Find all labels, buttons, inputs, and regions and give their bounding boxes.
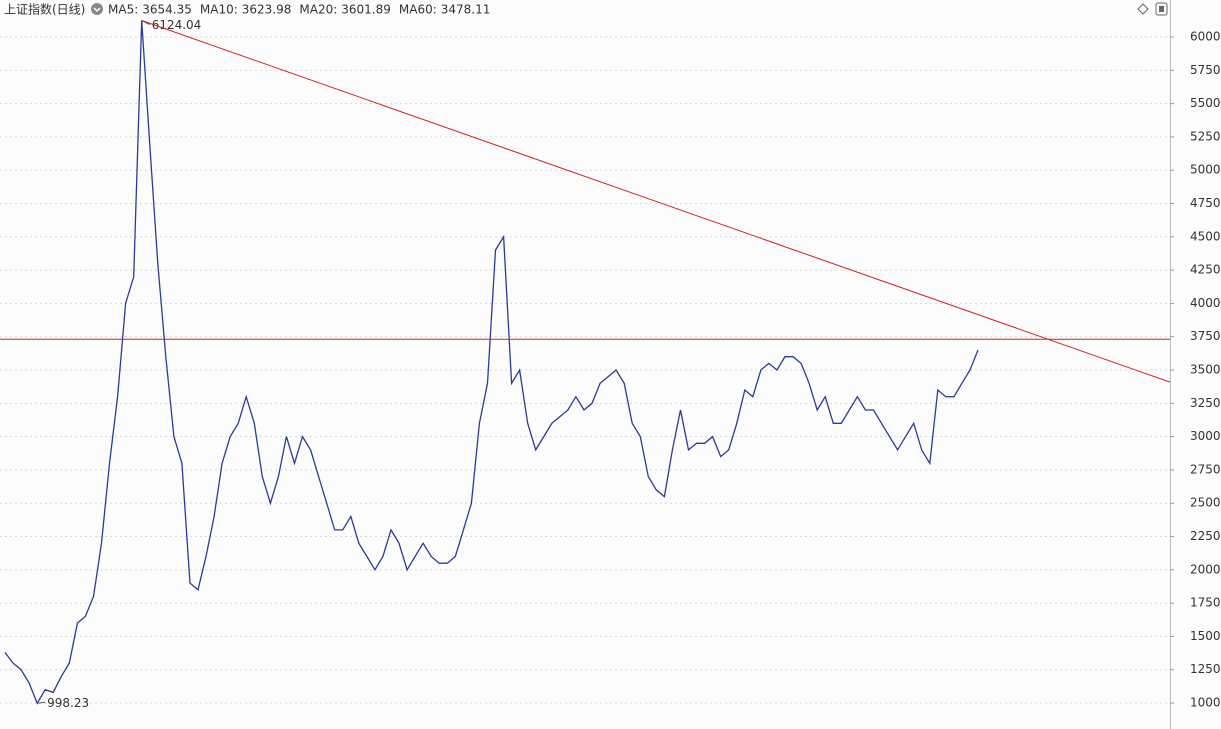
indicator-name: MA60: bbox=[399, 3, 437, 17]
y-tick-label: 6000 bbox=[1190, 30, 1221, 44]
y-tick-label: 1500 bbox=[1190, 629, 1221, 643]
indicator-value: 3478.11 bbox=[441, 3, 491, 17]
annotation: 6124.04 bbox=[152, 18, 202, 32]
y-tick-label: 3250 bbox=[1190, 396, 1221, 410]
indicator-value: 3623.98 bbox=[242, 3, 292, 17]
chart-title: 上证指数(日线) bbox=[4, 2, 85, 17]
y-tick-label: 5250 bbox=[1190, 129, 1221, 143]
y-tick-label: 2250 bbox=[1190, 529, 1221, 543]
y-tick-label: 1750 bbox=[1190, 596, 1221, 610]
toggle-arrow bbox=[93, 7, 101, 13]
y-tick-label: 2750 bbox=[1190, 462, 1221, 476]
indicator-name: MA10: bbox=[200, 3, 238, 17]
y-tick-label: 3000 bbox=[1190, 429, 1221, 443]
window-icon[interactable] bbox=[1155, 2, 1168, 16]
y-tick-label: 5750 bbox=[1190, 63, 1221, 77]
y-tick-label: 4500 bbox=[1190, 229, 1221, 243]
toggle-icon[interactable] bbox=[91, 3, 103, 15]
y-tick-label: 3500 bbox=[1190, 363, 1221, 377]
annotation-pointer bbox=[37, 701, 46, 704]
diamond-icon[interactable] bbox=[1137, 3, 1149, 15]
y-tick-label: 1250 bbox=[1190, 662, 1221, 676]
indicator-value: 3654.35 bbox=[142, 3, 192, 17]
y-tick-label: 4250 bbox=[1190, 263, 1221, 277]
y-tick-label: 5000 bbox=[1190, 163, 1221, 177]
y-tick-label: 1000 bbox=[1190, 696, 1221, 710]
y-tick-label: 2000 bbox=[1190, 562, 1221, 576]
legend: MA5: 3654.35 MA10: 3623.98 MA20: 3601.89 MA60:… bbox=[108, 3, 490, 17]
y-tick-label: 4750 bbox=[1190, 196, 1221, 210]
window-icon-inner bbox=[1159, 6, 1164, 12]
annotation: 998.23 bbox=[47, 696, 89, 710]
y-tick-label: 5500 bbox=[1190, 96, 1221, 110]
plot: 1000 1250 1500 1750 2000 2250 2500 2750 3000 3250… bbox=[0, 18, 1221, 710]
indicator-name: MA20: bbox=[299, 3, 337, 17]
price-line bbox=[4, 20, 979, 705]
y-tick-label: 2500 bbox=[1190, 496, 1221, 510]
indicator-name: MA5: bbox=[108, 3, 138, 17]
y-tick-label: 3750 bbox=[1190, 329, 1221, 343]
indicator-value: 3601.89 bbox=[341, 3, 391, 17]
trend-line bbox=[141, 20, 1171, 383]
y-tick-label: 4000 bbox=[1190, 296, 1221, 310]
